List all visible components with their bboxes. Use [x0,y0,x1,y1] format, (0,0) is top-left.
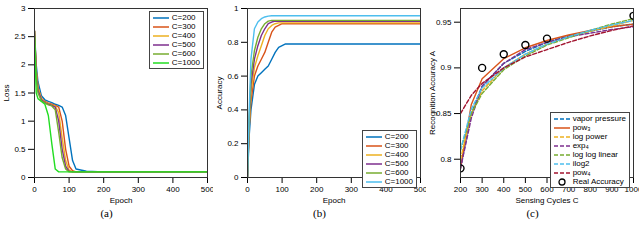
html-text:ilog2: ilog2 [572,159,590,168]
html-text:C=300: C=300 [171,22,196,31]
svg-text:Recognition Accuracy A: Recognition Accuracy A [428,50,437,135]
svg-text:1.5: 1.5 [14,89,26,98]
html-text:C=500: C=500 [384,159,409,168]
html-text:C=400: C=400 [171,31,196,40]
svg-text:0.4: 0.4 [227,105,239,114]
html-text:(c): (c) [526,207,539,219]
svg-text:0.85: 0.85 [436,109,452,118]
svg-text:600: 600 [540,185,554,195]
svg-text:Epoch: Epoch [323,196,346,205]
html-text:pow₃: pow₃ [572,123,591,132]
svg-text:500: 500 [519,185,533,194]
svg-text:Loss: Loss [2,85,11,102]
html-text:C=1000: C=1000 [171,58,200,67]
svg-text:200: 200 [454,185,468,194]
svg-text:0: 0 [245,185,250,194]
svg-text:0: 0 [21,173,26,182]
html-text:log power: log power [572,132,608,141]
svg-text:2.5: 2.5 [14,32,26,41]
html-text:Real Accuracy: Real Accuracy [572,177,624,186]
svg-text:Accuracy: Accuracy [215,77,224,110]
svg-text:400: 400 [166,185,180,194]
html-text:C=200: C=200 [171,13,196,22]
svg-text:800: 800 [583,185,597,195]
html-text:C=200: C=200 [384,132,409,141]
html-text:(b): (b) [313,207,326,219]
svg-text:1: 1 [234,4,239,13]
svg-text:200: 200 [97,185,111,194]
html-text:log log linear: log log linear [572,150,618,159]
svg-text:0.8: 0.8 [440,155,452,164]
svg-text:0: 0 [234,173,239,182]
svg-text:300: 300 [132,185,146,194]
html-text:C=400: C=400 [384,150,409,159]
html-text:C=600: C=600 [384,168,409,177]
svg-text:400: 400 [379,185,393,195]
html-text:exp₄: exp₄ [572,141,589,150]
html-text:C=1000: C=1000 [384,177,413,186]
svg-text:500: 500 [201,185,213,194]
svg-text:100: 100 [62,185,76,194]
svg-text:3: 3 [21,4,26,13]
svg-text:900: 900 [605,185,619,195]
svg-text:300: 300 [475,185,489,194]
svg-text:700: 700 [561,185,576,195]
svg-text:0.9: 0.9 [440,63,452,72]
svg-text:0: 0 [32,185,37,194]
svg-text:0.2: 0.2 [227,139,239,148]
svg-text:Sensing Cycles C: Sensing Cycles C [515,196,578,205]
svg-text:400: 400 [497,185,511,194]
html-text:C=500: C=500 [171,40,196,49]
svg-text:0.5: 0.5 [14,145,26,154]
svg-text:Epoch: Epoch [110,196,133,205]
html-text:(a): (a) [100,207,113,219]
html-text:C=600: C=600 [171,49,196,58]
html-text:pow₄: pow₄ [572,168,591,177]
html-text:vapor pressure: vapor pressure [572,114,626,123]
svg-text:100: 100 [275,185,289,194]
svg-text:0.95: 0.95 [436,18,452,27]
svg-text:300: 300 [345,185,359,194]
svg-text:200: 200 [310,185,324,194]
html-text:C=300: C=300 [384,141,409,150]
svg-text:2: 2 [21,60,26,69]
svg-text:1: 1 [21,117,26,126]
svg-text:0.6: 0.6 [227,72,239,81]
svg-text:0.8: 0.8 [227,38,239,47]
